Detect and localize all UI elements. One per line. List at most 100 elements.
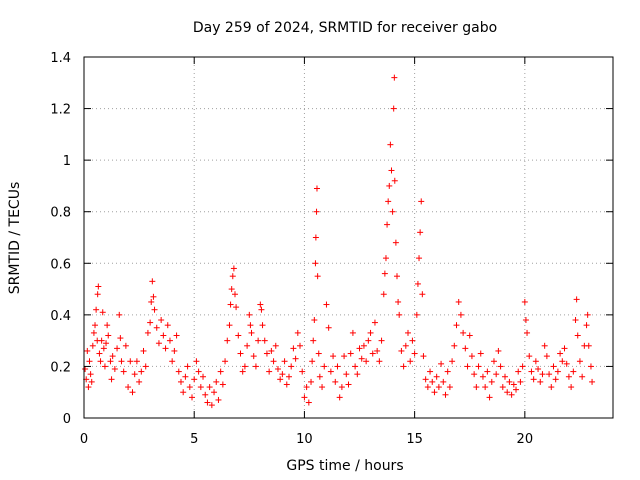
data-point (299, 368, 306, 375)
data-point (338, 384, 345, 391)
data-point (381, 270, 388, 277)
data-point (583, 322, 590, 329)
data-point (244, 342, 251, 349)
data-point (224, 337, 231, 344)
data-point (226, 322, 233, 329)
data-point (504, 389, 511, 396)
data-point (393, 273, 400, 280)
data-point (382, 255, 389, 262)
data-point (229, 273, 236, 280)
data-point (255, 337, 262, 344)
data-point (495, 347, 502, 354)
data-point (208, 402, 215, 409)
data-point (250, 353, 257, 360)
data-point (228, 286, 235, 293)
data-point (475, 363, 482, 370)
x-tick-label: 10 (296, 432, 313, 447)
data-point (325, 324, 332, 331)
y-axis-label: SRMTID / TECUs (7, 182, 23, 295)
data-point (385, 198, 392, 205)
data-point (308, 378, 315, 385)
data-point (239, 368, 246, 375)
data-point (371, 319, 378, 326)
data-point (378, 337, 385, 344)
data-point (103, 340, 110, 347)
data-point (142, 363, 149, 370)
data-point (440, 378, 447, 385)
data-point (321, 363, 328, 370)
data-point (501, 373, 508, 380)
data-point (257, 301, 264, 308)
data-point (541, 342, 548, 349)
x-axis-label: GPS time / hours (286, 458, 403, 474)
data-point (166, 337, 173, 344)
data-point (191, 376, 198, 383)
data-point (316, 373, 323, 380)
y-tick-label: 1.2 (50, 103, 71, 118)
data-point (248, 329, 255, 336)
data-point (186, 384, 193, 391)
data-point (453, 322, 460, 329)
data-point (97, 358, 104, 365)
data-point (405, 329, 412, 336)
data-point (535, 366, 542, 373)
data-point (189, 394, 196, 401)
x-tick-label: 0 (80, 432, 88, 447)
data-point (314, 273, 321, 280)
data-point (231, 291, 238, 298)
data-point (312, 260, 319, 267)
data-point (211, 389, 218, 396)
data-point (133, 358, 140, 365)
data-point (416, 255, 423, 262)
data-point (235, 332, 242, 339)
data-point (457, 311, 464, 318)
data-point (120, 368, 127, 375)
data-point (171, 347, 178, 354)
data-point (572, 317, 579, 324)
data-point (332, 378, 339, 385)
data-point (150, 293, 157, 300)
data-point (490, 358, 497, 365)
data-point (530, 376, 537, 383)
data-point (384, 221, 391, 228)
data-point (449, 358, 456, 365)
data-point (155, 340, 162, 347)
data-point (374, 347, 381, 354)
y-tick-label: 0.6 (50, 257, 71, 272)
data-point (409, 337, 416, 344)
data-point (330, 353, 337, 360)
data-point (118, 358, 125, 365)
data-point (105, 332, 112, 339)
data-point (305, 399, 312, 406)
data-point (358, 355, 365, 362)
data-point (266, 368, 273, 375)
data-point (354, 371, 361, 378)
data-point (462, 345, 469, 352)
y-tick-label: 1.4 (50, 51, 71, 66)
data-point (369, 350, 376, 357)
data-point (230, 265, 237, 272)
data-point (82, 366, 89, 373)
data-point (528, 368, 535, 375)
data-point (550, 363, 557, 370)
data-point (117, 335, 124, 342)
data-point (524, 329, 531, 336)
data-point (283, 381, 290, 388)
data-point (200, 373, 207, 380)
data-point (537, 378, 544, 385)
data-point (561, 345, 568, 352)
data-point (246, 311, 253, 318)
data-point (363, 358, 370, 365)
data-point (352, 363, 359, 370)
data-point (182, 373, 189, 380)
data-point (281, 358, 288, 365)
data-point (323, 301, 330, 308)
data-point (107, 358, 114, 365)
data-point (252, 363, 259, 370)
data-point (160, 332, 167, 339)
data-point (217, 368, 224, 375)
data-point (391, 177, 398, 184)
data-point (312, 234, 319, 241)
data-point (539, 371, 546, 378)
